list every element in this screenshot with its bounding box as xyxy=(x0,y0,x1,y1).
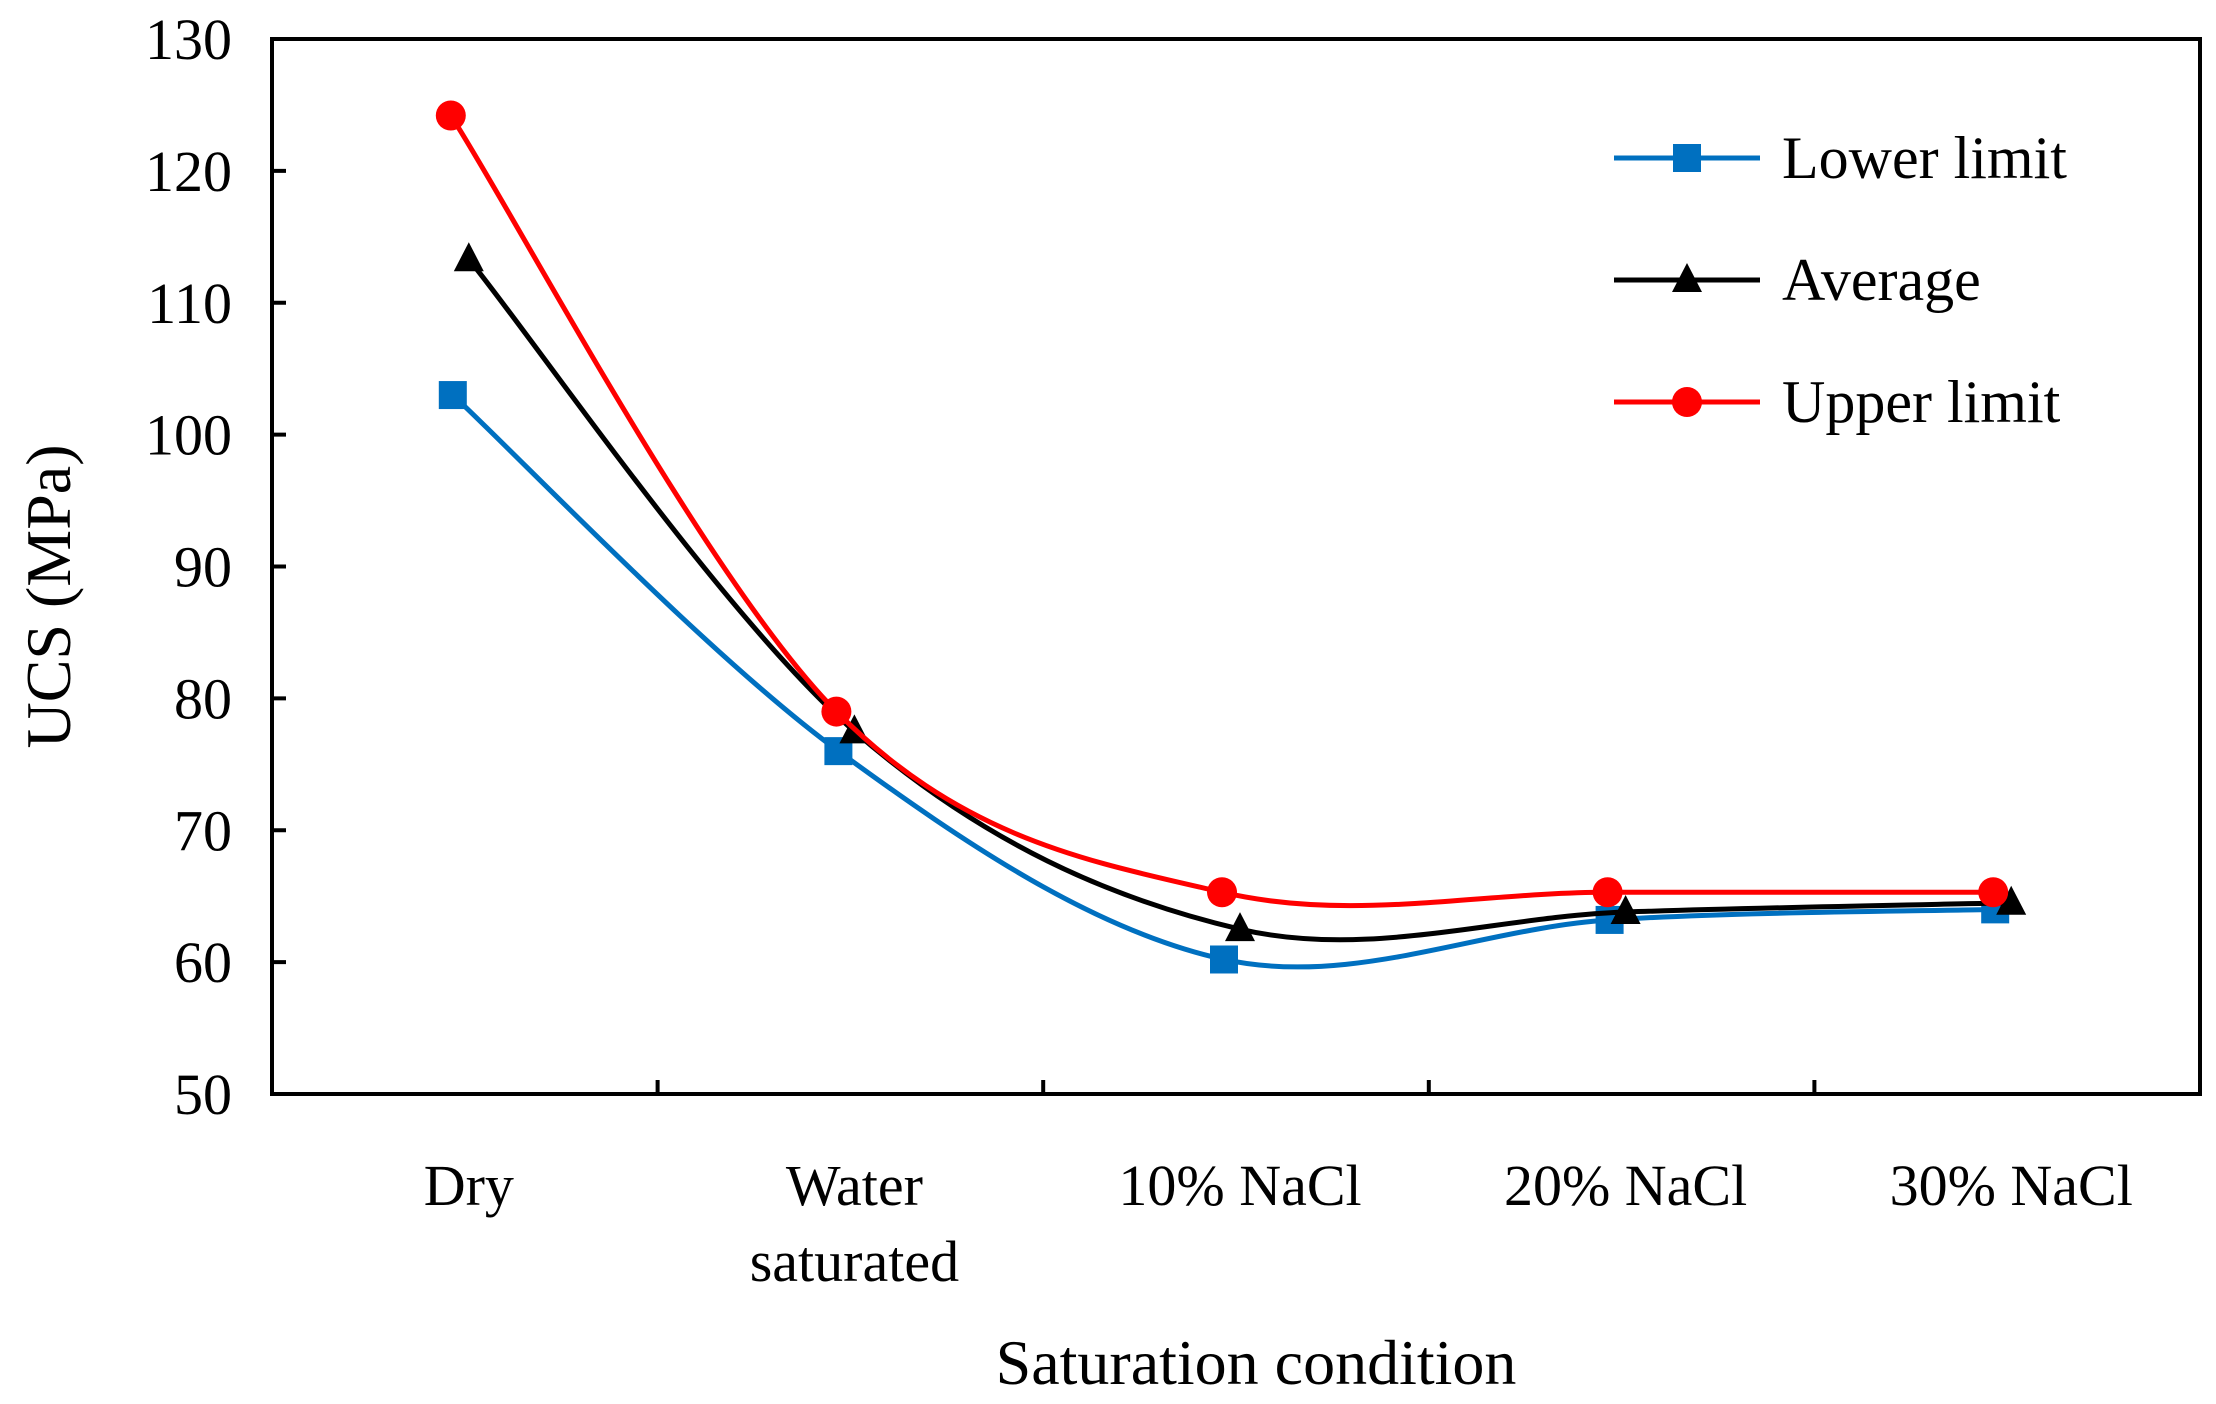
x-category-label: 20% NaCl xyxy=(1504,1153,1747,1218)
x-category-label: Water xyxy=(786,1153,923,1218)
y-tick-label: 60 xyxy=(174,930,232,995)
legend-marker-square xyxy=(1673,144,1701,172)
y-tick-label: 90 xyxy=(174,535,232,600)
legend-item: Average xyxy=(1614,247,1981,313)
series-upper-limit xyxy=(435,100,2009,909)
series-lower-limit xyxy=(438,381,2010,974)
data-point-circle xyxy=(1978,877,2009,908)
y-tick-label: 130 xyxy=(145,7,232,72)
legend-item: Upper limit xyxy=(1614,369,2061,435)
y-axis: 50 60 70 80 90 100 110 120 130 xyxy=(145,7,286,1127)
x-category-label: 10% NaCl xyxy=(1118,1153,1361,1218)
x-axis-title: Saturation condition xyxy=(996,1327,1517,1398)
data-point-triangle xyxy=(1610,895,1641,925)
legend-marker-circle xyxy=(1672,387,1702,417)
series-average xyxy=(453,242,2027,943)
legend-label: Average xyxy=(1782,247,1981,313)
data-point-circle xyxy=(435,100,466,131)
x-category-label: Dry xyxy=(424,1153,514,1218)
x-category-label: 30% NaCl xyxy=(1890,1153,2133,1218)
data-point-triangle xyxy=(1225,912,1255,942)
y-tick-label: 80 xyxy=(174,666,232,731)
data-point-square xyxy=(438,381,467,410)
y-tick-label: 120 xyxy=(145,139,232,204)
series-line xyxy=(451,393,1996,970)
y-tick-label: 110 xyxy=(147,271,232,336)
legend-label: Lower limit xyxy=(1782,125,2067,191)
data-point-triangle xyxy=(453,242,484,272)
series-line xyxy=(466,257,2012,943)
data-point-triangle xyxy=(1996,885,2027,915)
series-line xyxy=(448,114,1994,909)
y-tick-label: 50 xyxy=(174,1062,232,1127)
legend-label: Upper limit xyxy=(1782,369,2061,435)
data-point-circle xyxy=(1592,877,1623,908)
y-tick-label: 70 xyxy=(174,798,232,863)
y-tick-label: 100 xyxy=(145,403,232,468)
legend-marker-triangle xyxy=(1672,263,1702,292)
x-category-label: saturated xyxy=(750,1229,959,1294)
y-axis-title: UCS (MPa) xyxy=(13,444,84,748)
data-point-circle xyxy=(821,696,852,727)
data-point-square xyxy=(1210,945,1238,974)
x-axis: Dry Water saturated 10% NaCl 20% NaCl 30% NaC… xyxy=(424,1080,2133,1294)
legend-item: Lower limit xyxy=(1614,125,2067,191)
series-group xyxy=(435,100,2027,974)
data-point-circle xyxy=(1207,877,1237,908)
legend: Lower limit Average Upper limit xyxy=(1614,125,2067,435)
